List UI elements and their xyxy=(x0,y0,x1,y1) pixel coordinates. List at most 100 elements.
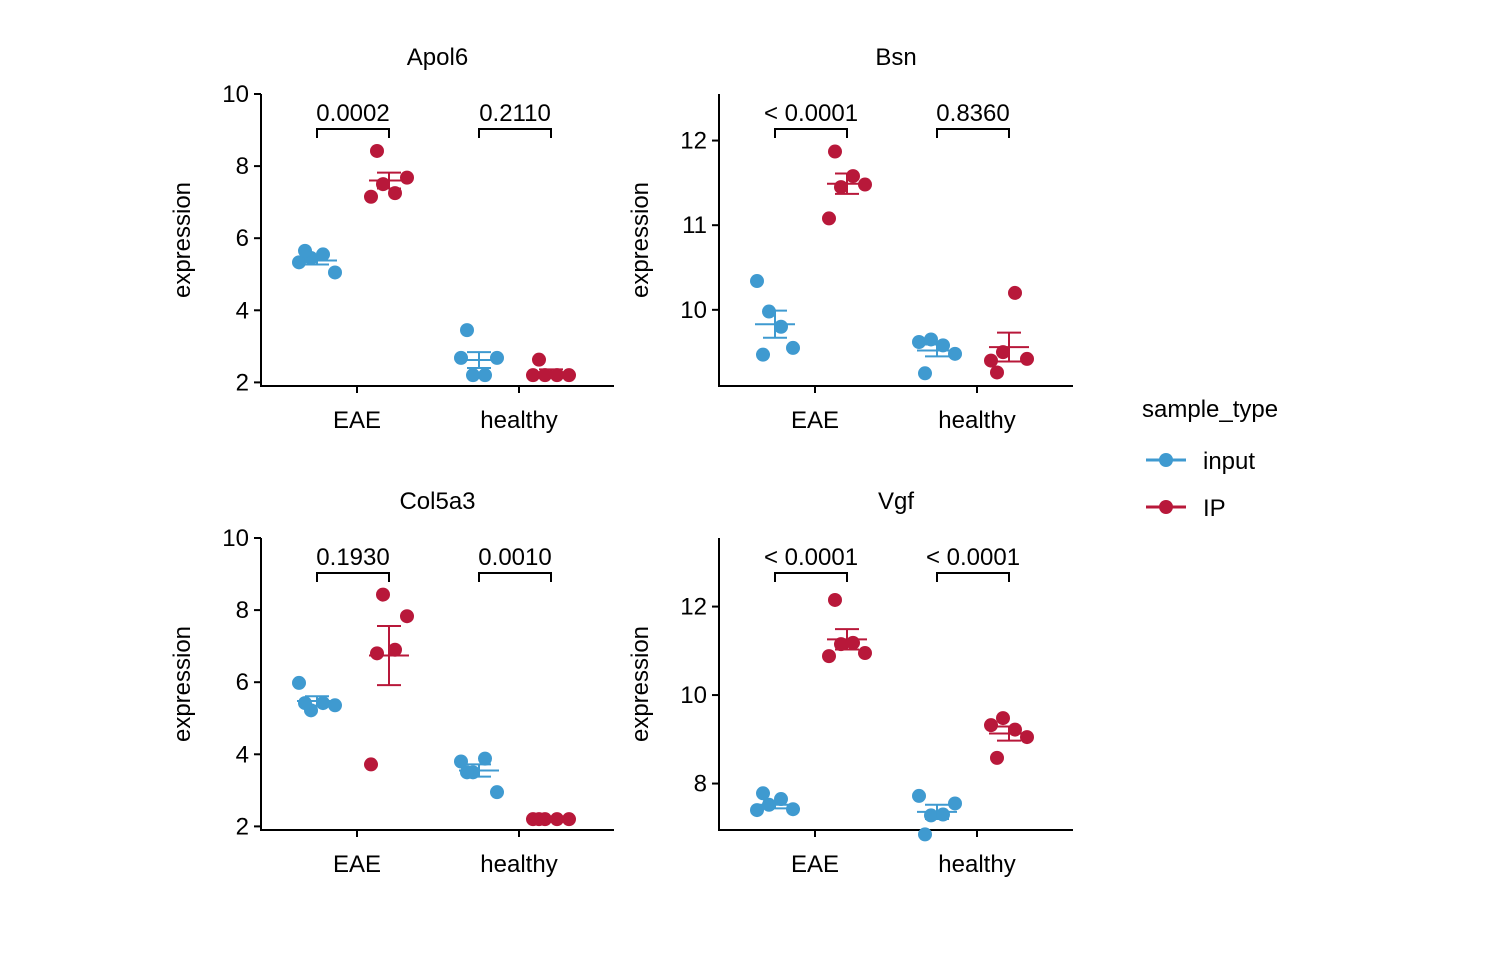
p-value-label: < 0.0001 xyxy=(764,100,858,127)
group-healthy-ip xyxy=(984,711,1034,765)
data-point xyxy=(370,646,384,661)
data-point xyxy=(822,649,836,664)
x-tick-label: healthy xyxy=(938,851,1015,878)
group-healthy-ip xyxy=(526,812,576,827)
data-point xyxy=(936,807,950,822)
y-axis-title: expression xyxy=(169,626,196,742)
data-point xyxy=(774,792,788,807)
y-tick-label: 12 xyxy=(680,594,707,621)
y-axis-title: expression xyxy=(627,626,654,742)
y-tick-label: 2 xyxy=(236,813,249,840)
legend-item-input: input xyxy=(1146,448,1255,475)
data-point xyxy=(948,346,962,361)
data-point xyxy=(370,143,384,158)
data-point xyxy=(1008,285,1022,300)
data-point xyxy=(858,646,872,661)
significance-bracket: 0.0002 xyxy=(316,100,390,138)
y-tick-label: 10 xyxy=(680,682,707,709)
data-point xyxy=(924,808,938,823)
group-eae-ip xyxy=(364,143,414,204)
y-tick-label: 10 xyxy=(222,525,249,552)
data-point xyxy=(400,609,414,624)
data-point xyxy=(562,368,576,383)
data-point xyxy=(388,186,402,201)
data-point xyxy=(834,637,848,652)
bracket-line xyxy=(936,128,1010,138)
data-point xyxy=(316,696,330,711)
bracket-line xyxy=(316,572,390,582)
panels-layer: Apol6 2 4 6 8 10 EAE healthy expression 0.0002 0.2… xyxy=(169,44,1073,878)
data-point xyxy=(936,338,950,353)
data-point xyxy=(822,211,836,226)
data-point xyxy=(984,718,998,733)
x-tick-label: EAE xyxy=(791,851,839,878)
panel-title: Bsn xyxy=(875,44,916,71)
data-point xyxy=(292,255,306,270)
data-point xyxy=(460,765,474,780)
bracket-line xyxy=(478,572,552,582)
group-eae-input xyxy=(292,243,342,280)
data-point xyxy=(454,754,468,769)
data-point xyxy=(376,177,390,192)
y-axis-title: expression xyxy=(169,182,196,298)
x-tick-label: healthy xyxy=(480,407,557,434)
data-point xyxy=(364,189,378,204)
data-point xyxy=(550,368,564,383)
group-healthy-input xyxy=(912,788,962,842)
legend-title: sample_type xyxy=(1142,396,1278,423)
data-point xyxy=(376,587,390,602)
data-point xyxy=(774,319,788,334)
data-point xyxy=(828,144,842,159)
p-value-label: < 0.0001 xyxy=(764,544,858,571)
group-eae-input xyxy=(750,274,800,362)
y-tick-label: 8 xyxy=(236,153,249,180)
data-point xyxy=(316,247,330,262)
y-tick-label: 10 xyxy=(222,81,249,108)
legend-items: input IP xyxy=(1146,448,1255,522)
bracket-line xyxy=(774,128,848,138)
data-point xyxy=(750,803,764,818)
data-point xyxy=(924,332,938,347)
bracket-line xyxy=(774,572,848,582)
significance-bracket: 0.0010 xyxy=(478,544,552,582)
data-point xyxy=(460,323,474,338)
data-point xyxy=(562,812,576,827)
group-healthy-input xyxy=(454,323,504,383)
data-point xyxy=(858,177,872,192)
data-point xyxy=(846,169,860,184)
data-point xyxy=(478,368,492,383)
data-point xyxy=(948,796,962,811)
data-point xyxy=(846,635,860,650)
data-point xyxy=(1020,730,1034,745)
legend-key-point xyxy=(1159,453,1173,467)
data-point xyxy=(532,352,546,367)
data-point xyxy=(298,243,312,258)
data-point xyxy=(762,797,776,812)
data-point xyxy=(328,265,342,280)
panel-bsn: Bsn 10 11 12 EAE healthy expression < 0.0001 0.8… xyxy=(627,44,1073,434)
data-point xyxy=(298,696,312,711)
group-eae-ip xyxy=(822,592,872,664)
data-point xyxy=(292,675,306,690)
y-tick-label: 4 xyxy=(236,297,249,324)
p-value-label: 0.8360 xyxy=(936,100,1009,127)
group-eae-input xyxy=(292,675,342,718)
panel-title: Col5a3 xyxy=(399,488,475,515)
y-tick-label: 11 xyxy=(682,212,707,239)
p-value-label: 0.2110 xyxy=(479,100,551,127)
x-tick-label: healthy xyxy=(938,407,1015,434)
data-point xyxy=(996,711,1010,726)
group-eae-input xyxy=(750,786,800,818)
y-axis-title: expression xyxy=(627,182,654,298)
data-point xyxy=(1008,722,1022,737)
data-point xyxy=(550,812,564,827)
data-point xyxy=(490,350,504,365)
panel-title: Vgf xyxy=(878,488,914,515)
data-point xyxy=(364,757,378,772)
data-point xyxy=(756,347,770,362)
legend: sample_type input IP xyxy=(1142,396,1278,522)
x-tick-label: EAE xyxy=(791,407,839,434)
group-healthy-input xyxy=(912,332,962,381)
data-point xyxy=(990,750,1004,765)
